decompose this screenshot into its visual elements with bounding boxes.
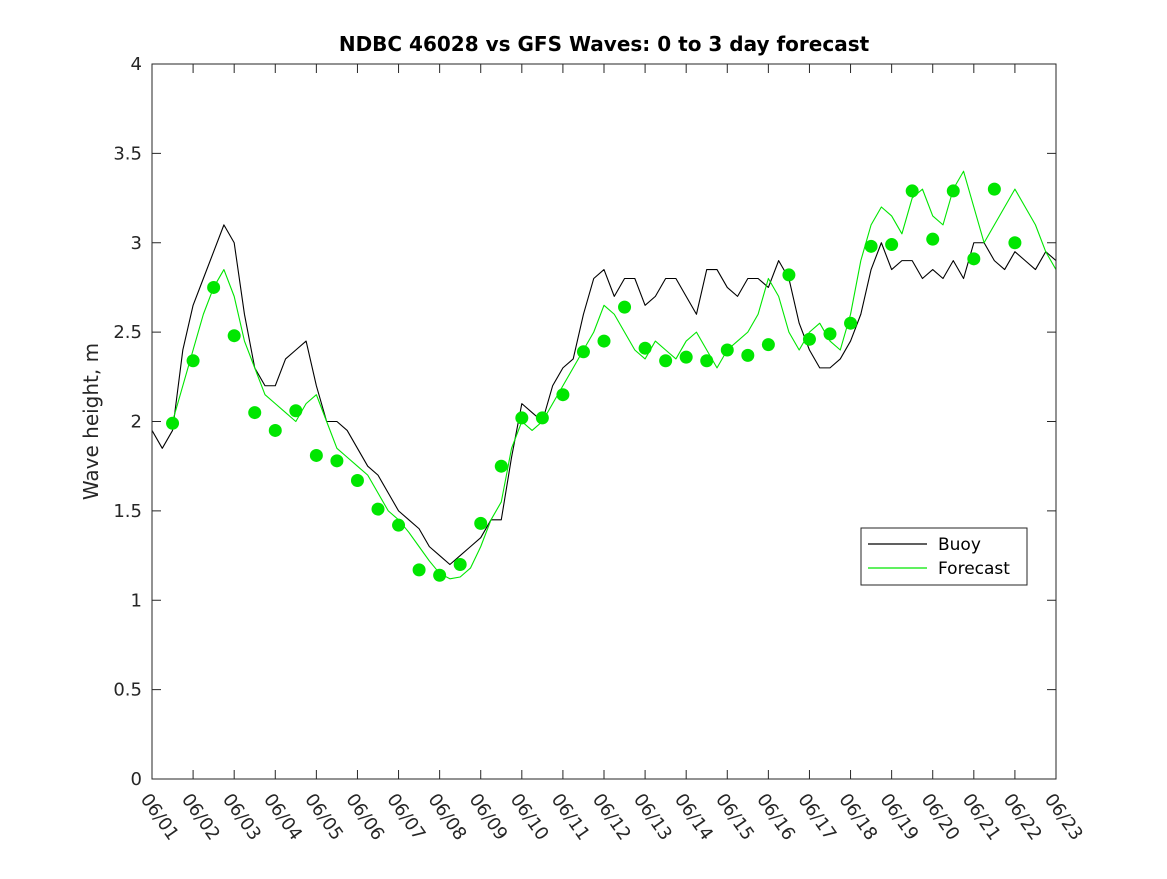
x-tick-label: 06/15 <box>711 790 758 845</box>
forecast-marker <box>638 341 652 355</box>
y-axis-label: Wave height, m <box>79 343 103 500</box>
forecast-series-line <box>172 170 1056 580</box>
x-tick-label: 06/03 <box>218 790 265 845</box>
forecast-marker <box>802 332 816 346</box>
forecast-marker <box>535 411 549 425</box>
forecast-marker <box>659 354 673 368</box>
x-tick-label: 06/11 <box>547 790 594 845</box>
x-tick-label: 06/21 <box>958 790 1005 845</box>
forecast-marker <box>371 502 385 516</box>
forecast-marker <box>597 334 611 348</box>
plot-background <box>152 64 1056 779</box>
chart-title: NDBC 46028 vs GFS Waves: 0 to 3 day fore… <box>339 32 870 56</box>
forecast-marker <box>1008 236 1022 250</box>
y-tick-label: 0 <box>131 769 142 790</box>
forecast-marker <box>782 268 796 282</box>
forecast-marker <box>494 459 508 473</box>
x-tick-label: 06/17 <box>793 790 840 845</box>
legend-box <box>860 527 1028 586</box>
x-tick-label: 06/04 <box>259 790 306 845</box>
x-tick-label: 06/16 <box>752 790 799 845</box>
forecast-marker <box>618 300 632 314</box>
y-tick-label: 4 <box>131 54 142 75</box>
x-tick-label: 06/08 <box>424 790 471 845</box>
y-tick-label: 3.5 <box>113 143 142 164</box>
forecast-marker <box>905 184 919 198</box>
forecast-marker <box>453 558 467 571</box>
forecast-marker <box>946 184 960 198</box>
legend-label-buoy: Buoy <box>938 535 981 555</box>
forecast-marker <box>885 238 899 252</box>
forecast-marker <box>392 518 406 532</box>
forecast-marker <box>186 354 200 368</box>
x-tick-label: 06/09 <box>465 790 512 845</box>
forecast-marker <box>823 327 837 341</box>
x-tick-label: 06/07 <box>382 790 429 845</box>
forecast-markers <box>166 182 1022 582</box>
buoy-series-line <box>152 224 1056 566</box>
forecast-marker <box>967 252 981 266</box>
forecast-marker <box>289 404 303 418</box>
x-tick-label: 06/18 <box>834 790 881 845</box>
y-tick-label: 2 <box>131 412 142 433</box>
forecast-marker <box>576 345 590 359</box>
forecast-marker <box>433 568 447 582</box>
forecast-marker <box>700 354 714 368</box>
forecast-marker <box>761 338 775 352</box>
forecast-marker <box>166 416 180 430</box>
y-tick-label: 3 <box>131 233 142 254</box>
x-tick-label: 06/23 <box>1040 790 1087 845</box>
forecast-marker <box>248 406 262 420</box>
y-tick-label: 0.5 <box>113 680 142 701</box>
forecast-marker <box>926 232 940 246</box>
legend-label-forecast: Forecast <box>938 559 1010 579</box>
x-tick-label: 06/01 <box>136 790 183 845</box>
x-tick-label: 06/06 <box>341 790 388 845</box>
forecast-marker <box>864 239 878 253</box>
x-tick-label: 06/19 <box>876 790 923 845</box>
forecast-marker <box>474 516 488 530</box>
x-tick-label: 06/05 <box>300 790 347 845</box>
forecast-marker <box>350 473 364 487</box>
x-tick-label: 06/22 <box>999 790 1046 845</box>
forecast-marker <box>207 280 221 294</box>
forecast-marker <box>720 343 734 357</box>
y-tick-label: 1.5 <box>113 501 142 522</box>
forecast-marker <box>412 563 426 577</box>
x-tick-label: 06/13 <box>629 790 676 845</box>
forecast-marker <box>309 448 323 462</box>
forecast-marker <box>515 411 529 425</box>
forecast-marker <box>556 388 570 402</box>
x-tick-label: 06/10 <box>506 790 553 845</box>
forecast-marker <box>741 348 755 362</box>
x-tick-label: 06/14 <box>670 790 717 845</box>
forecast-marker <box>844 316 858 330</box>
forecast-marker <box>987 182 1001 196</box>
y-tick-label: 1 <box>131 590 142 611</box>
x-tick-label: 06/12 <box>588 790 635 845</box>
series-layer <box>152 170 1056 582</box>
x-tick-label: 06/20 <box>917 790 964 845</box>
forecast-marker <box>679 350 693 364</box>
forecast-marker <box>330 454 344 468</box>
x-tick-label: 06/02 <box>177 790 224 845</box>
forecast-marker <box>227 329 241 343</box>
legend: Buoy Forecast <box>860 527 1028 586</box>
y-tick-label: 2.5 <box>113 322 142 343</box>
plot-area: 00.511.522.533.5406/0106/0206/0306/0406/… <box>113 54 1087 844</box>
forecast-marker <box>268 423 282 437</box>
